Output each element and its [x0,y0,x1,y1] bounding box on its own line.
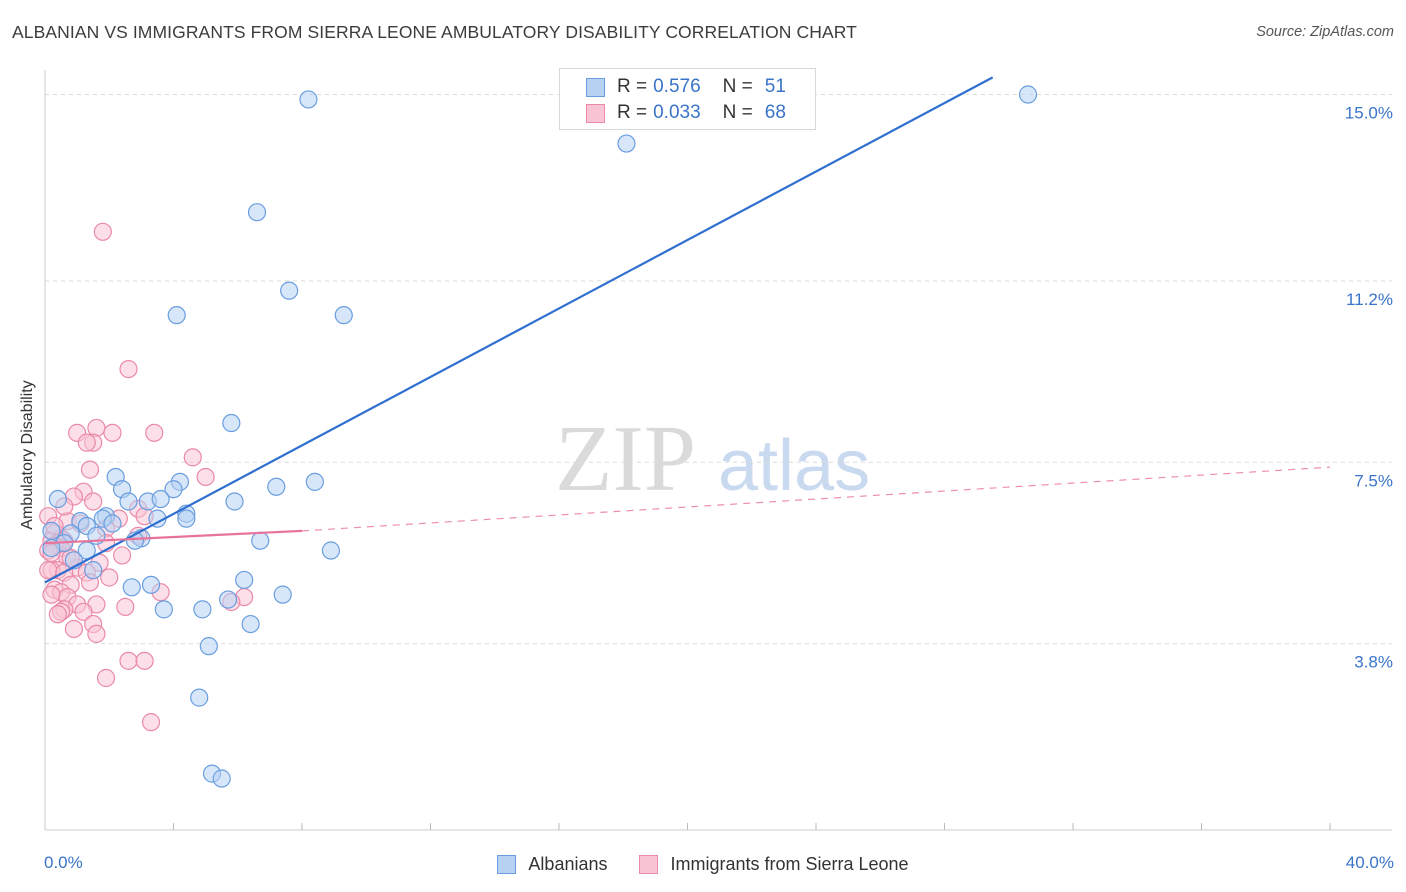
legend-item-albanians: Albanians [497,854,607,875]
data-point [80,460,100,479]
data-point [87,418,106,438]
legend-r-value: 0.576 [653,76,701,97]
data-point [154,600,173,619]
legend-swatch-pink [586,103,605,123]
data-point [119,359,138,379]
data-point [84,561,103,580]
legend-n-label: N = [722,102,753,123]
legend-n-value: 51 [764,76,786,97]
data-point [183,448,202,467]
data-point [321,541,341,560]
legend-item-sierra-leone: Immigrants from Sierra Leone [639,853,909,875]
data-point [299,90,318,109]
data-point [84,492,103,511]
chart-title: ALBANIAN VS IMMIGRANTS FROM SIERRA LEONE… [12,22,857,42]
data-point [145,423,164,442]
data-point [119,492,138,511]
data-point [87,624,106,643]
data-points [39,85,1038,788]
data-point [222,413,241,433]
y-tick-label: 11.2% [1346,290,1393,309]
data-point [103,423,122,442]
y-tick-label: 3.8% [1354,653,1393,672]
data-point [196,467,215,487]
x-tick-label-max: 40.0% [1345,853,1394,872]
y-tick-label: 15.0% [1345,104,1393,123]
data-point [39,561,58,580]
data-point [64,619,84,639]
data-point [112,546,132,565]
data-point [1018,85,1038,104]
data-point [177,509,196,528]
x-tick-label-min: 0.0% [44,853,83,872]
data-point [273,585,292,604]
source-label: Source: ZipAtlas.com [1256,24,1394,40]
data-point [141,713,161,732]
data-point [42,521,61,541]
data-point [193,600,212,619]
data-point [96,668,116,688]
trend-line-sierra-leone [44,529,303,545]
data-point [251,531,270,550]
data-point [48,605,67,624]
data-point [305,472,324,491]
grid [45,94,1392,645]
data-point [167,306,186,325]
data-point [141,575,161,594]
watermark-zip: ZIP [555,407,696,511]
data-point [48,489,67,509]
data-point [135,651,154,670]
y-tick-labels: 3.8% 7.5% 11.2% 15.0% [1345,104,1393,672]
trend-lines [44,76,1331,584]
series-legend: Albanians Immigrants from Sierra Leone [0,852,1406,876]
legend-swatch-pink [639,854,659,874]
trend-line-sierra-leone-dashed [301,466,1331,532]
legend-label-sierra-leone: Immigrants from Sierra Leone [670,853,909,874]
data-point [100,568,119,587]
data-point [116,597,135,617]
data-point [212,769,231,788]
y-tick-label: 7.5% [1354,471,1393,490]
data-point [74,602,93,621]
legend-row-albanians: R = 0.576 N = 51 [586,75,786,99]
legend-label-albanians: Albanians [528,853,608,874]
data-point [122,578,141,597]
stats-legend: R = 0.576 N = 51 R = 0.033 N = 68 [559,68,816,130]
data-point [93,222,112,241]
data-point [617,134,636,153]
data-point [119,651,138,670]
watermark-atlas: atlas [718,426,870,506]
legend-r-value: 0.033 [653,102,701,123]
watermark: ZIP atlas [555,407,870,511]
axes [44,70,1392,831]
data-point [334,306,353,325]
data-point [247,203,267,222]
data-point [225,492,244,511]
legend-r-label: R = [617,76,648,97]
data-point [164,480,183,499]
data-point [77,433,96,452]
data-point [199,637,218,656]
data-point [267,477,286,496]
legend-n-label: N = [722,76,753,97]
data-point [42,585,61,604]
data-point [151,489,170,509]
legend-swatch-blue [586,77,605,97]
data-point [190,688,209,707]
data-point [280,281,299,300]
data-point [219,590,238,609]
legend-r-label: R = [617,102,648,123]
legend-row-sierra-leone: R = 0.033 N = 68 [586,101,786,125]
trend-line-albanians [44,76,994,584]
legend-swatch-blue [497,854,517,874]
legend-n-value: 68 [764,102,786,123]
data-point [241,614,260,634]
data-point [235,570,254,590]
data-point [103,514,122,533]
